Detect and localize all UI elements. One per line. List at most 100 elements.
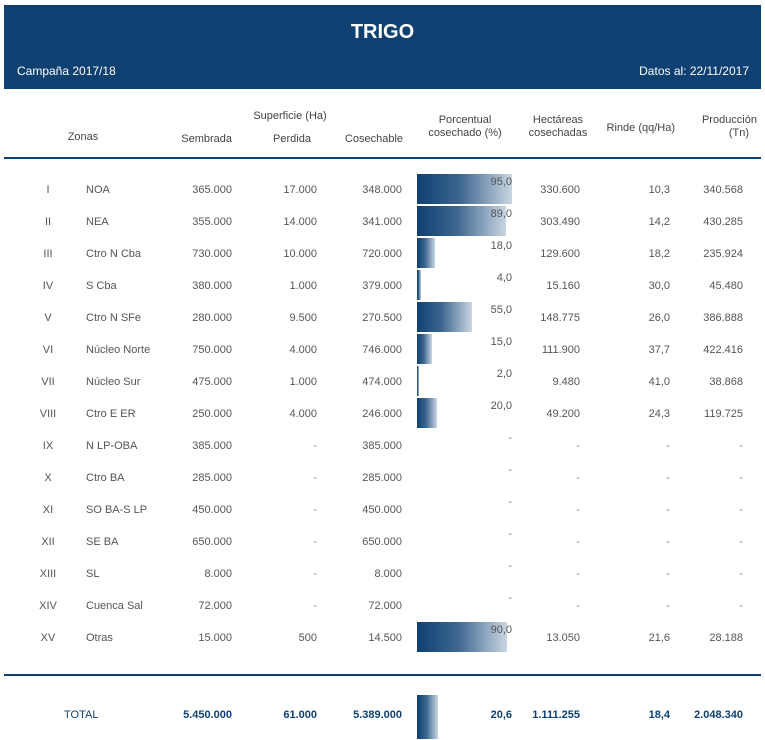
pct-bar	[417, 366, 419, 396]
col-produccion-2: (Tn)	[728, 127, 749, 139]
row-rinde: -	[666, 472, 670, 484]
row-rinde: 26,0	[648, 312, 670, 324]
header-band: TRIGO Campaña 2017/18 Datos al: 22/11/20…	[4, 5, 761, 89]
row-sembrada: 250.000	[192, 408, 232, 420]
row-pct: 18,0	[490, 240, 512, 252]
row-zona: Ctro N Cba	[86, 248, 142, 260]
total-divider	[4, 674, 761, 676]
row-cosechable: 72.000	[368, 600, 402, 612]
row-produccion: 38.868	[709, 376, 743, 388]
pct-bar	[417, 270, 421, 300]
row-zona: Ctro N SFe	[86, 312, 142, 324]
total-hectareas: 1.111.255	[532, 709, 580, 721]
table-row: V Ctro N SFe 280.000 9.500 270.500 55,0 148.77…	[0, 302, 765, 334]
row-roman: XV	[40, 632, 56, 644]
row-sembrada: 450.000	[192, 504, 232, 516]
row-rinde: 14,2	[648, 216, 670, 228]
total-row: TOTAL 5.450.000 61.000 5.389.000 20,6 1.…	[0, 695, 765, 739]
row-produccion: 45.480	[709, 280, 743, 292]
row-rinde: -	[666, 600, 670, 612]
row-sembrada: 380.000	[192, 280, 232, 292]
row-perdida: -	[313, 568, 317, 580]
row-produccion: 422.416	[703, 344, 743, 356]
row-sembrada: 8.000	[204, 568, 232, 580]
row-zona: Cuenca Sal	[86, 600, 143, 612]
row-roman: XII	[41, 536, 55, 548]
pct-bar	[417, 302, 472, 332]
row-produccion: -	[739, 472, 743, 484]
row-produccion: 119.725	[704, 408, 743, 420]
pct-bar	[417, 174, 512, 204]
row-cosechable: 385.000	[362, 440, 402, 452]
col-hectareas-1: Hectáreas	[532, 114, 584, 126]
row-rinde: 30,0	[648, 280, 670, 292]
row-hectareas: 13.050	[546, 632, 580, 644]
row-pct: -	[508, 464, 512, 476]
row-produccion: 235.924	[703, 248, 743, 260]
row-produccion: 386.888	[703, 312, 743, 324]
row-zona: Otras	[86, 632, 113, 644]
row-produccion: -	[739, 536, 743, 548]
row-roman: IX	[42, 440, 54, 452]
row-roman: IV	[42, 280, 54, 292]
row-rinde: -	[666, 440, 670, 452]
row-roman: XIV	[39, 600, 57, 612]
table-row: III Ctro N Cba 730.000 10.000 720.000 18,0 129…	[0, 238, 765, 270]
row-pct: 4,0	[496, 272, 512, 284]
row-roman: V	[44, 312, 52, 324]
row-cosechable: 348.000	[362, 184, 402, 196]
col-perdida: Perdida	[273, 133, 311, 145]
pct-bar	[417, 238, 435, 268]
row-pct: -	[508, 496, 512, 508]
row-perdida: 9.500	[289, 312, 317, 324]
row-roman: X	[44, 472, 52, 484]
pct-bar	[417, 334, 432, 364]
row-pct: 89,0	[490, 208, 512, 220]
row-hectareas: 148.775	[540, 312, 580, 324]
row-pct: 2,0	[496, 368, 512, 380]
total-produccion: 2.048.340	[694, 709, 743, 721]
row-rinde: 37,7	[648, 344, 670, 356]
row-roman: I	[46, 184, 50, 196]
row-hectareas: 9.480	[552, 376, 580, 388]
col-produccion-1: Producción	[701, 114, 757, 126]
table-row: XIII SL 8.000 - 8.000 - - - -	[0, 558, 765, 590]
total-label: TOTAL	[64, 709, 99, 721]
row-perdida: -	[313, 536, 317, 548]
col-hectareas-2: cosechadas	[528, 127, 588, 139]
row-cosechable: 379.000	[362, 280, 402, 292]
row-zona: Núcleo Norte	[86, 344, 151, 356]
row-roman: II	[44, 216, 52, 228]
total-sembrada: 5.450.000	[183, 709, 232, 721]
row-zona: NEA	[86, 216, 109, 228]
table-row: VII Núcleo Sur 475.000 1.000 474.000 2,0 9.480…	[0, 366, 765, 398]
pct-bar	[417, 622, 507, 652]
row-hectareas: -	[576, 440, 580, 452]
table-row: IX N LP-OBA 385.000 - 385.000 - - - -	[0, 430, 765, 462]
row-sembrada: 730.000	[192, 248, 232, 260]
row-perdida: -	[313, 504, 317, 516]
row-perdida: 17.000	[283, 184, 317, 196]
row-hectareas: 111.900	[541, 344, 580, 356]
row-hectareas: 330.600	[540, 184, 580, 196]
row-produccion: -	[739, 440, 743, 452]
campaign-label: Campaña 2017/18	[17, 64, 116, 78]
row-perdida: -	[313, 472, 317, 484]
row-perdida: -	[313, 600, 317, 612]
row-pct: -	[508, 560, 512, 572]
col-superficie: Superficie (Ha)	[253, 110, 327, 122]
row-zona: NOA	[86, 184, 110, 196]
row-roman: VII	[41, 376, 55, 388]
data-date-label: Datos al: 22/11/2017	[639, 64, 749, 78]
row-perdida: 1.000	[289, 280, 317, 292]
row-hectareas: 15.160	[546, 280, 580, 292]
row-cosechable: 650.000	[362, 536, 402, 548]
row-cosechable: 341.000	[362, 216, 402, 228]
row-rinde: -	[666, 536, 670, 548]
row-hectareas: 303.490	[540, 216, 580, 228]
row-pct: 90,0	[490, 624, 512, 636]
row-perdida: 4.000	[289, 408, 317, 420]
col-rinde: Rinde (qq/Ha)	[606, 122, 675, 134]
row-rinde: 41,0	[648, 376, 670, 388]
row-rinde: 21,6	[648, 632, 670, 644]
